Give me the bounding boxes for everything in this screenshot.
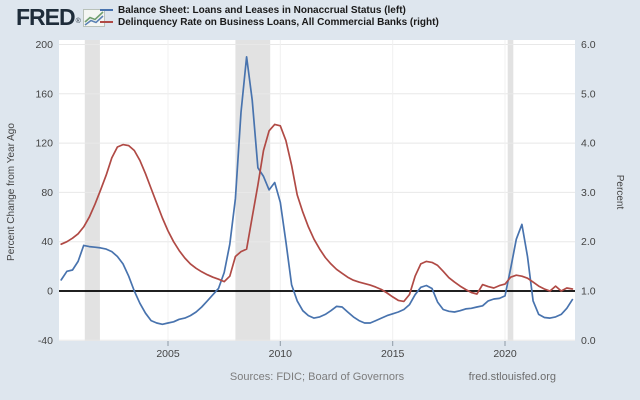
- fred-logo[interactable]: FRED ®: [16, 4, 105, 30]
- fred-site-link[interactable]: fred.stlouisfed.org: [468, 371, 556, 383]
- legend-item-delinquency: Delinquency Rate on Business Loans, All …: [100, 16, 439, 28]
- x-axis-tick-label-2020: 2020: [493, 348, 517, 360]
- right-axis-tick-label-3.0: 3.0: [581, 187, 596, 199]
- left-axis-tick-label-200: 200: [35, 39, 53, 51]
- sources-text: Sources: FDIC; Board of Governors: [229, 371, 405, 383]
- chart-header: FRED ® Balance Sheet: Loans and Leases i…: [0, 0, 640, 38]
- left-axis-tick-label-40: 40: [41, 236, 53, 248]
- right-axis-title: Percent: [614, 175, 625, 210]
- left-axis-title: Percent Change from Year Ago: [6, 123, 17, 261]
- legend-label-delinquency: Delinquency Rate on Business Loans, All …: [118, 16, 439, 28]
- left-axis-tick-label-160: 160: [35, 88, 53, 100]
- right-axis-tick-label-0.0: 0.0: [581, 335, 596, 347]
- x-axis-tick-label-2015: 2015: [381, 348, 405, 360]
- x-axis-tick-label-2010: 2010: [269, 348, 293, 360]
- series-line-nonaccrual: [60, 55, 574, 326]
- fred-logo-chart-icon: [82, 9, 105, 27]
- series-line-delinquency: [60, 123, 574, 303]
- legend: Balance Sheet: Loans and Leases in Nonac…: [100, 4, 439, 28]
- right-axis-tick-label-5.0: 5.0: [581, 88, 596, 100]
- fred-logo-text: FRED: [16, 4, 76, 30]
- left-axis-tick-label-0: 0: [47, 286, 53, 298]
- right-axis-tick-label-1.0: 1.0: [581, 286, 596, 298]
- fred-logo-registered-mark: ®: [75, 18, 81, 25]
- right-axis-tick-label-6.0: 6.0: [581, 39, 596, 51]
- left-axis-tick-label--40: -40: [38, 335, 53, 347]
- left-axis-tick-label-120: 120: [35, 138, 53, 150]
- right-axis-tick-label-4.0: 4.0: [581, 138, 596, 150]
- legend-swatch-blue: [100, 9, 113, 11]
- x-axis-tick-label-2005: 2005: [156, 348, 180, 360]
- right-axis-tick-label-2.0: 2.0: [581, 236, 596, 248]
- left-axis-tick-label-80: 80: [41, 187, 53, 199]
- recession-band-2: [507, 40, 514, 341]
- legend-swatch-red: [100, 21, 113, 23]
- legend-label-nonaccrual: Balance Sheet: Loans and Leases in Nonac…: [118, 4, 406, 16]
- recession-band-1: [235, 40, 271, 341]
- recession-band-0: [84, 40, 100, 341]
- legend-item-nonaccrual: Balance Sheet: Loans and Leases in Nonac…: [100, 4, 439, 16]
